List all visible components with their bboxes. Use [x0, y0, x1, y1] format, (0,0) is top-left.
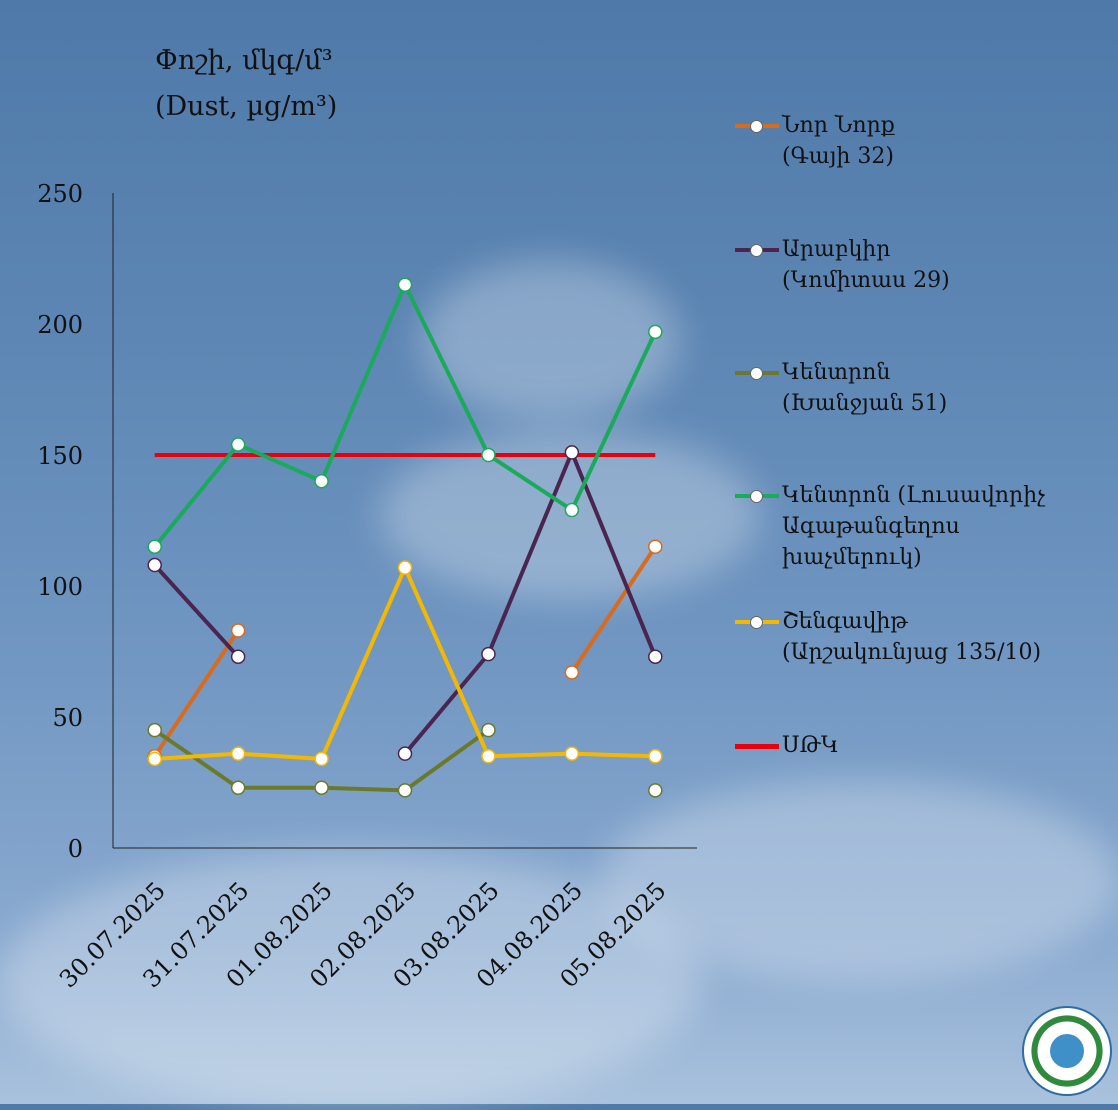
chart-title-line2: (Dust, µg/m³) [155, 91, 338, 122]
series-1-point [481, 646, 496, 662]
legend-swatch-threshold [735, 744, 779, 749]
series-4-point [648, 749, 663, 764]
y-tick-label: 0 [68, 835, 83, 863]
series-3-segment [319, 282, 407, 484]
series-3-point [648, 324, 663, 340]
y-tick-label: 150 [37, 442, 83, 470]
series-3-segment [569, 329, 658, 513]
legend-label: ՍԹԿ [782, 733, 839, 758]
series-2-segment [319, 785, 407, 793]
series-4-segment [236, 751, 324, 761]
series-4-point [314, 751, 329, 767]
legend-label: Նոր Նորք (Գայի 32) [782, 113, 895, 169]
legend-marker [750, 616, 763, 629]
legend-label: Շենգավիթ (Արշակունյաց 135/10) [782, 609, 1042, 665]
y-tick-label: 200 [37, 311, 83, 339]
series-3-segment [152, 442, 241, 549]
series-3-point [397, 277, 413, 292]
chart-title: Փոշի, մկգ/մ³ (Dust, µg/m³) [155, 38, 337, 130]
series-0-segment [152, 628, 241, 759]
y-tick-label: 50 [52, 704, 83, 732]
series-3-segment [486, 453, 574, 513]
series-0-segment [569, 544, 658, 675]
series-1-point [648, 649, 663, 664]
series-4-point [230, 746, 246, 761]
series-2-point [230, 780, 246, 795]
legend-label: Կենտրոն (Խանջյան 51) [782, 360, 948, 416]
series-2-point [481, 722, 496, 738]
series-4-segment [403, 565, 491, 759]
legend-marker [750, 490, 763, 503]
series-3-segment [403, 282, 491, 457]
series-2-point [147, 722, 162, 738]
organization-logo [1022, 1006, 1112, 1096]
legend-marker [750, 367, 763, 380]
series-1-point [230, 649, 246, 664]
series-3-point [481, 447, 496, 463]
series-0-point [564, 665, 580, 680]
series-4-segment [486, 751, 574, 759]
series-0-point [230, 623, 246, 638]
series-1-segment [569, 450, 658, 659]
series-1-point [147, 557, 162, 573]
legend-label: Արաբկիր (Կոմիտաս 29) [782, 237, 950, 293]
y-tick-label: 250 [37, 180, 83, 208]
series-3-point [314, 473, 329, 489]
logo-emblem-icon [1050, 1034, 1084, 1068]
series-2-segment [403, 728, 491, 793]
series-4-segment [319, 565, 407, 761]
series-3-segment [236, 442, 324, 484]
series-3-point [147, 539, 162, 554]
chart-title-line1: Փոշի, մկգ/մ³ [155, 45, 333, 76]
series-4-point [564, 746, 580, 761]
series-1-point [397, 746, 413, 761]
series-4-point [397, 560, 413, 575]
y-tick-label: 100 [37, 573, 83, 601]
series-4-point [481, 749, 496, 764]
series-1-segment [152, 563, 241, 659]
legend-marker [750, 244, 763, 257]
series-3-point [564, 502, 580, 518]
series-0-point [648, 539, 663, 554]
series-3-point [230, 437, 246, 452]
series-1-point [564, 445, 580, 460]
series-2-point [314, 780, 329, 795]
series-4-segment [569, 751, 658, 759]
legend-label: Կենտրոն (Լուսավորիչ Ագաթանգեղոս խաչմերու… [782, 483, 1046, 570]
series-4-segment [152, 751, 241, 761]
series-4-point [147, 751, 162, 767]
legend-marker [750, 120, 763, 133]
series-2-point [397, 783, 413, 798]
series-1-segment [486, 450, 574, 657]
series-1-segment [403, 652, 491, 756]
series-2-segment [152, 728, 241, 790]
series-2-point [648, 783, 663, 798]
